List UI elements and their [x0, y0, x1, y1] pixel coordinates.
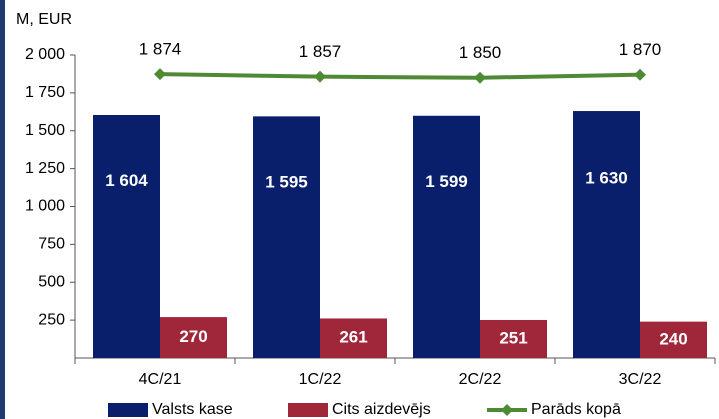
x-tick-label: 3C/22: [619, 371, 662, 388]
x-tick-label: 1C/22: [299, 371, 342, 388]
legend-marker: [501, 404, 513, 416]
legend-label: Valsts kase: [152, 401, 233, 418]
legend-swatch: [288, 403, 328, 417]
bar-label: 251: [499, 328, 527, 347]
bar-label: 270: [179, 327, 207, 346]
y-tick-label: 2 000: [25, 46, 65, 63]
y-tick-label: 500: [38, 273, 65, 290]
bar: [320, 318, 387, 358]
bar-label: 1 599: [425, 172, 468, 191]
x-tick-label: 4C/21: [139, 371, 182, 388]
line-marker: [154, 68, 166, 81]
line-marker: [314, 70, 326, 83]
y-tick-label: 1 250: [25, 160, 65, 177]
line: [159, 72, 641, 80]
line-marker: [634, 68, 646, 81]
y-tick-label: 1 500: [25, 122, 65, 139]
bar: [413, 115, 480, 359]
bar: [93, 114, 160, 358]
line-label: 1 857: [299, 42, 342, 61]
y-tick-label: 750: [38, 236, 65, 253]
y-tick-label: 1 000: [25, 198, 65, 215]
legend-label: Parāds kopā: [531, 401, 621, 418]
side-strip: [0, 0, 5, 419]
legend-swatch: [108, 403, 148, 417]
x-tick-label: 2C/22: [459, 371, 502, 388]
axis-label: M, EUR: [16, 11, 72, 28]
bar-label: 1 630: [585, 168, 628, 187]
line-marker: [474, 71, 486, 84]
y-tick-label: 1 750: [25, 84, 65, 101]
bar-label: 240: [659, 329, 687, 348]
bar: [160, 317, 227, 358]
bar-label: 1 595: [265, 172, 308, 191]
bar-label: 261: [339, 328, 367, 347]
bar: [480, 319, 547, 358]
y-tick-label: 250: [38, 311, 65, 328]
line-label: 1 870: [619, 40, 662, 59]
legend-label: Cits aizdevējs: [332, 401, 431, 418]
bar: [253, 116, 320, 358]
bar-label: 1 604: [105, 171, 148, 190]
line-label: 1 850: [459, 43, 502, 62]
bar: [573, 111, 640, 359]
line-label: 1 874: [139, 40, 182, 59]
bar: [640, 321, 707, 358]
